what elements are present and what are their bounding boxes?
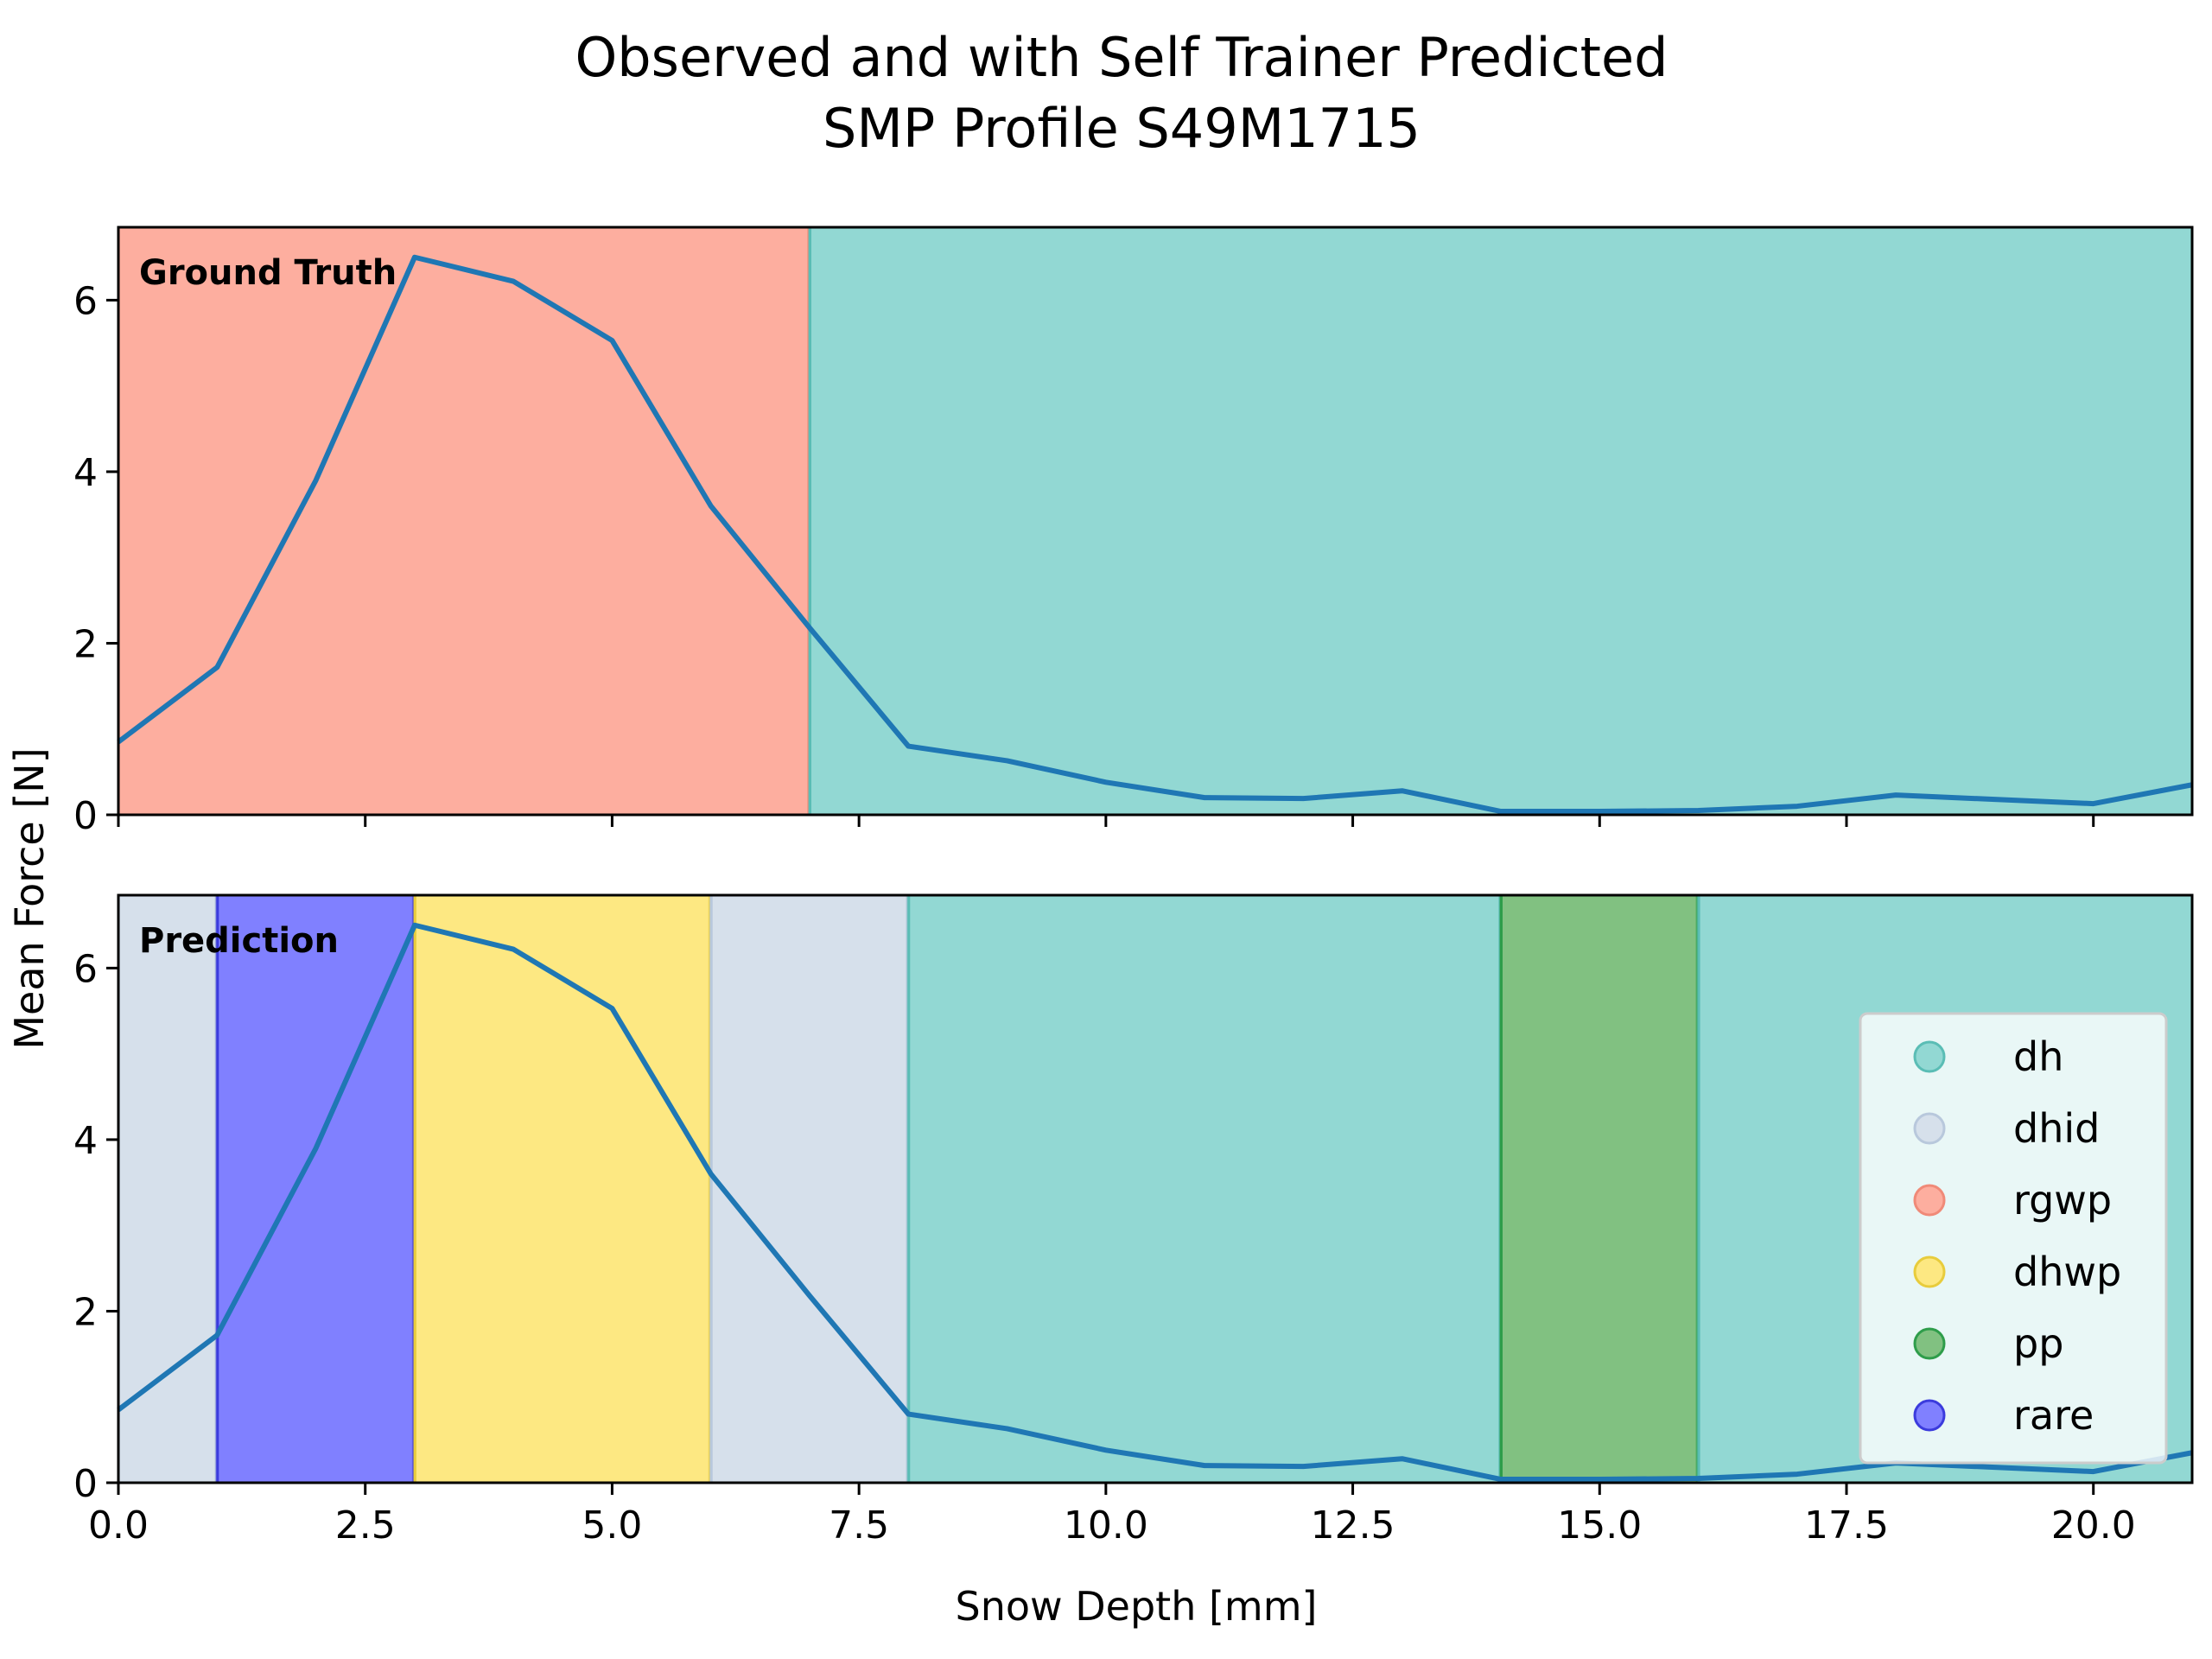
legend-marker-dh — [1913, 1040, 1946, 1073]
x-tick-label: 10.0 — [1064, 1503, 1148, 1548]
ground-truth-panel-label: Ground Truth — [139, 253, 397, 293]
prediction-segment-dhwp — [414, 895, 711, 1483]
ground-truth-panel: Ground Truth 0 2 4 6 — [73, 226, 2194, 838]
x-tick-label: 20.0 — [2051, 1503, 2136, 1548]
legend: dh dhid rgwp dhwp pp rare — [1859, 1012, 2168, 1465]
x-axis-label: Snow Depth [mm] — [956, 1583, 1318, 1630]
ground-truth-segment-dh — [810, 227, 2192, 815]
x-tick-label: 15.0 — [1557, 1503, 1642, 1548]
ground-truth-y-tick-label: 2 — [73, 622, 98, 666]
prediction-y-tick-label: 6 — [73, 947, 98, 991]
x-tick-label: 0.0 — [88, 1503, 149, 1548]
prediction-plot-frame — [117, 893, 2194, 1484]
ground-truth-y-tick-label: 0 — [73, 794, 98, 838]
x-tick-label: 17.5 — [1804, 1503, 1889, 1548]
legend-label-pp: pp — [2013, 1320, 2063, 1367]
ground-truth-y-tick-label: 4 — [73, 451, 98, 495]
legend-label-rare: rare — [2013, 1392, 2094, 1439]
x-tick-label: 12.5 — [1311, 1503, 1395, 1548]
prediction-y-tick-label: 4 — [73, 1119, 98, 1163]
legend-label-dhid: dhid — [2013, 1105, 2100, 1152]
legend-marker-rare — [1913, 1399, 1946, 1432]
x-tick-label: 7.5 — [829, 1503, 889, 1548]
prediction-segment-dh — [908, 895, 1501, 1483]
legend-marker-dhid — [1913, 1112, 1946, 1145]
x-tick-label: 2.5 — [335, 1503, 396, 1548]
legend-label-dhwp: dhwp — [2013, 1249, 2121, 1295]
legend-label-dh: dh — [2013, 1033, 2063, 1080]
chart-title-line-2: SMP Profile S49M1715 — [823, 97, 1421, 160]
prediction-mean-force-line — [117, 922, 2193, 1483]
legend-marker-pp — [1913, 1327, 1946, 1360]
prediction-panel-label: Prediction — [139, 921, 339, 961]
y-axis-label: Mean Force [N] — [6, 747, 53, 1049]
x-tick-label: 5.0 — [582, 1503, 642, 1548]
prediction-segment-rare — [217, 895, 415, 1483]
prediction-segment-pp — [1501, 895, 1699, 1483]
ground-truth-mean-force-line — [117, 254, 2193, 815]
ground-truth-y-tick-label: 6 — [73, 279, 98, 323]
prediction-y-tick-label: 0 — [73, 1462, 98, 1506]
legend-label-rgwp: rgwp — [2013, 1177, 2112, 1224]
ground-truth-plot-frame — [117, 226, 2194, 817]
chart-title: Observed and with Self Trainer Predicted… — [575, 26, 1668, 160]
legend-marker-dhwp — [1913, 1255, 1946, 1288]
chart-title-line-1: Observed and with Self Trainer Predicted — [575, 26, 1668, 89]
legend-marker-rgwp — [1913, 1184, 1946, 1217]
prediction-segment-dhid — [710, 895, 909, 1483]
ground-truth-segment-rgwp — [118, 227, 810, 815]
prediction-y-tick-label: 2 — [73, 1290, 98, 1334]
prediction-segment-dhid — [118, 895, 218, 1483]
